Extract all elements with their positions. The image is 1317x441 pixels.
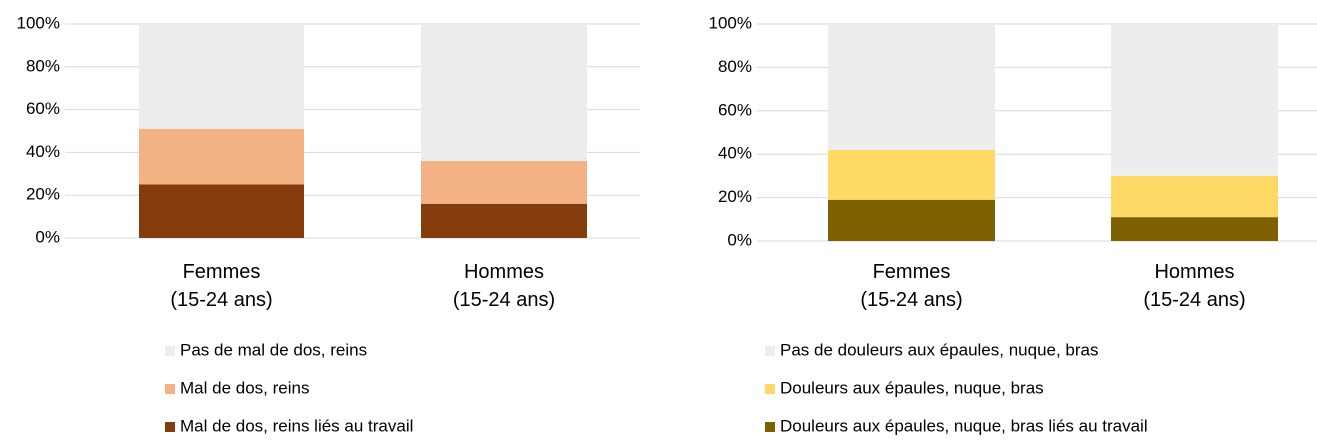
legend-label: Pas de douleurs aux épaules, nuque, bras: [780, 340, 1099, 359]
y-tick-label: 60%: [26, 99, 60, 118]
bar-segment: [139, 128, 304, 185]
legend-swatch: [765, 346, 775, 356]
bar-segment: [1111, 24, 1278, 176]
bar-segment: [828, 199, 995, 241]
legend-swatch: [165, 346, 175, 356]
bar-segment: [828, 149, 995, 200]
y-tick-label: 0%: [727, 230, 752, 249]
legend-label: Douleurs aux épaules, nuque, bras: [780, 378, 1044, 397]
y-tick-label: 80%: [26, 56, 60, 75]
bar-segment: [139, 24, 304, 129]
y-tick-label: 100%: [17, 13, 60, 32]
legend-swatch: [165, 384, 175, 394]
x-tick-label: Femmes (15-24 ans): [860, 261, 963, 311]
x-tick-label: Femmes (15-24 ans): [170, 261, 273, 311]
legend-label: Pas de mal de dos, reins: [180, 340, 367, 359]
legend-label: Douleurs aux épaules, nuque, bras liés a…: [780, 416, 1148, 435]
legend-swatch: [765, 422, 775, 432]
y-tick-label: 40%: [718, 144, 752, 163]
legend-label: Mal de dos, reins: [180, 378, 309, 397]
bar-segment: [1111, 217, 1278, 241]
legend-swatch: [765, 384, 775, 394]
bar-segment: [828, 24, 995, 150]
bar-segment: [421, 160, 587, 204]
bar-segment: [421, 203, 587, 238]
bar-segment: [139, 184, 304, 238]
y-tick-label: 20%: [26, 185, 60, 204]
legend-label: Mal de dos, reins liés au travail: [180, 416, 413, 435]
legend-swatch: [165, 422, 175, 432]
y-tick-label: 80%: [718, 57, 752, 76]
y-tick-label: 100%: [709, 13, 752, 32]
bar-segment: [1111, 175, 1278, 218]
x-tick-label: Hommes (15-24 ans): [1143, 261, 1246, 311]
bar-segment: [421, 24, 587, 161]
x-tick-label: Hommes (15-24 ans): [452, 261, 556, 311]
y-tick-label: 0%: [35, 227, 60, 246]
y-tick-label: 60%: [718, 100, 752, 119]
y-tick-label: 20%: [718, 187, 752, 206]
y-tick-label: 40%: [26, 142, 60, 161]
